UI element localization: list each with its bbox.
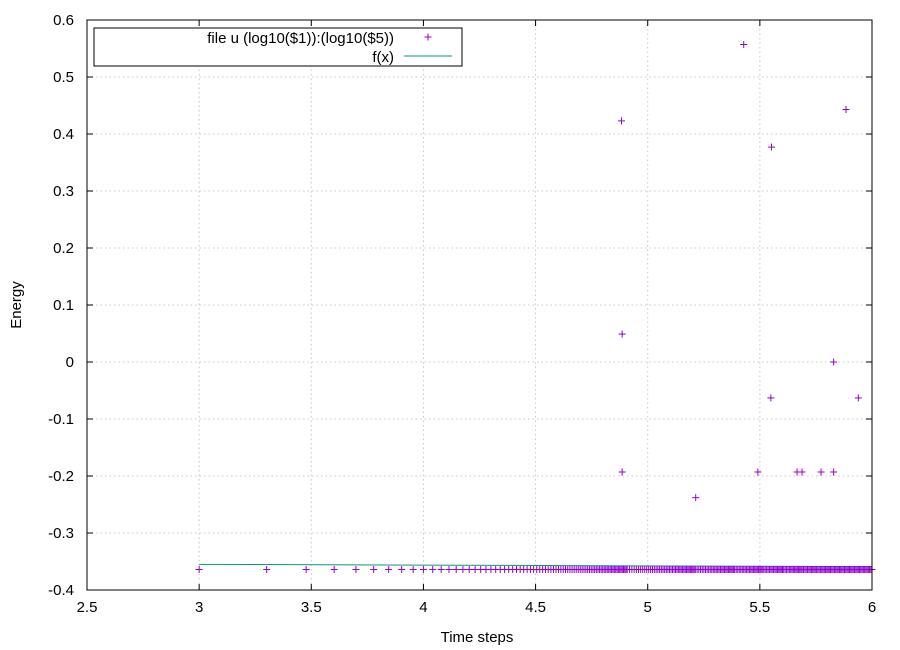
legend: file u (log10($1)):(log10($5)) f(x) (93, 27, 463, 67)
data-point (618, 468, 626, 476)
legend-label-points: file u (log10($1)):(log10($5)) (207, 30, 394, 47)
y-tick-label: 0 (66, 354, 74, 371)
y-tick-label: 0.6 (53, 12, 74, 29)
y-tick-label: 0.4 (53, 126, 74, 143)
y-tick-labels: -0.4 -0.3 -0.2 -0.1 0 0.1 0.2 0.3 0.4 0.5 0.6 (48, 12, 74, 599)
data-point (459, 565, 467, 573)
x-tick-label: 5.5 (749, 599, 770, 616)
x-tick-label: 5 (644, 599, 652, 616)
plot-series (195, 41, 876, 573)
y-tick-label: -0.2 (48, 468, 74, 485)
series-points-baseline (195, 565, 876, 573)
data-point (830, 358, 838, 366)
data-point (854, 394, 862, 402)
data-point (830, 468, 838, 476)
x-tick-label: 6 (868, 599, 876, 616)
x-tick-label: 4 (419, 599, 427, 616)
y-tick-label: 0.5 (53, 69, 74, 86)
y-tick-label: -0.3 (48, 525, 74, 542)
legend-marker-plus (424, 33, 432, 41)
series-points-outliers (617, 41, 862, 502)
y-axis-label: Energy (8, 281, 25, 329)
data-point (768, 143, 776, 151)
x-tick-labels: 2.5 3 3.5 4 4.5 5 5.5 6 (77, 599, 877, 616)
data-point (754, 468, 762, 476)
data-point (798, 468, 806, 476)
grid-lines (87, 20, 872, 590)
data-point (767, 394, 775, 402)
y-tick-label: 0.2 (53, 240, 74, 257)
x-axis-label: Time steps (441, 629, 514, 646)
y-tick-label: 0.3 (53, 183, 74, 200)
data-point (385, 565, 393, 573)
y-tick-label: 0.1 (53, 297, 74, 314)
data-point (302, 565, 310, 573)
data-point (195, 565, 203, 573)
data-point (330, 565, 338, 573)
data-point (692, 494, 700, 502)
data-point (419, 565, 427, 573)
x-tick-label: 3 (195, 599, 203, 616)
legend-label-line: f(x) (372, 49, 394, 66)
legend-box (93, 27, 463, 67)
data-point (409, 565, 417, 573)
data-point (263, 565, 271, 573)
data-point (437, 565, 445, 573)
x-tick-label: 3.5 (301, 599, 322, 616)
x-tick-label: 2.5 (77, 599, 98, 616)
legend-marker-points (424, 33, 432, 41)
x-tick-label: 4.5 (525, 599, 546, 616)
data-point (370, 565, 378, 573)
data-point (618, 330, 626, 338)
data-point (445, 565, 453, 573)
axis-ticks (86, 19, 873, 591)
y-tick-label: -0.4 (48, 582, 74, 599)
data-point (452, 565, 460, 573)
data-point (429, 565, 437, 573)
data-point (398, 565, 406, 573)
data-point (817, 468, 825, 476)
data-point (617, 117, 625, 125)
data-point (842, 105, 850, 113)
data-point (740, 41, 748, 49)
y-tick-label: -0.1 (48, 411, 74, 428)
data-point (465, 565, 473, 573)
data-point (352, 565, 360, 573)
